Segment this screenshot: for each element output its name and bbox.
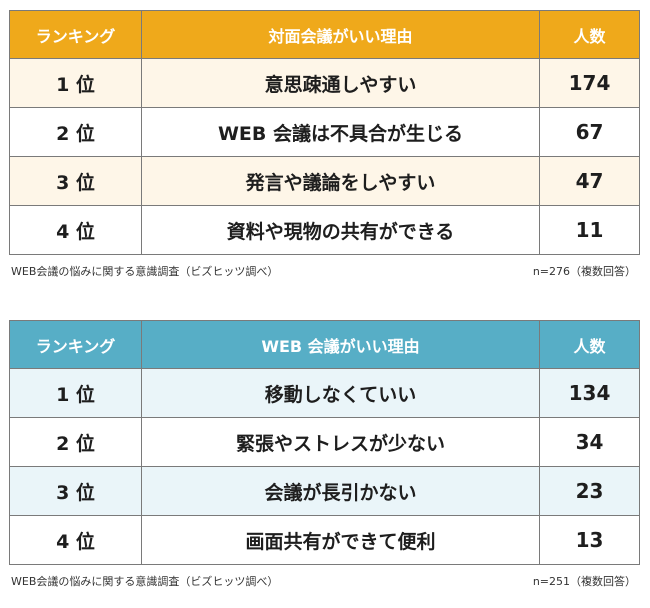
table-row: 2 位 WEB 会議は不具合が生じる 67 [9,107,640,157]
table-header-row: ランキング WEB 会議がいい理由 人数 [9,320,640,369]
table-caption: WEB会議の悩みに関する意識調査（ビズヒッツ調べ） n=276（複数回答） [9,255,639,279]
count-cell: 134 [539,368,640,418]
header-reason: 対面会議がいい理由 [141,10,540,59]
web-meeting-block: ランキング WEB 会議がいい理由 人数 1 位 移動しなくていい 134 2 … [9,320,640,589]
count-cell: 174 [539,58,640,108]
sample-size-note: n=276（複数回答） [532,265,636,278]
reason-cell: 発言や議論をしやすい [141,156,540,206]
table-row: 3 位 会議が長引かない 23 [9,466,640,516]
count-cell: 23 [539,466,640,516]
header-count: 人数 [539,10,640,59]
in-person-meeting-block: ランキング 対面会議がいい理由 人数 1 位 意思疎通しやすい 174 2 位 … [9,10,640,279]
rank-cell: 1 位 [9,368,142,418]
table-header-row: ランキング 対面会議がいい理由 人数 [9,10,640,59]
rank-cell: 1 位 [9,58,142,108]
table-row: 1 位 移動しなくていい 134 [9,368,640,418]
header-ranking: ランキング [9,320,142,369]
rank-cell: 3 位 [9,466,142,516]
header-reason: WEB 会議がいい理由 [141,320,540,369]
reason-cell: 会議が長引かない [141,466,540,516]
table-row: 4 位 画面共有ができて便利 13 [9,515,640,565]
count-cell: 13 [539,515,640,565]
rank-cell: 3 位 [9,156,142,206]
table-caption: WEB会議の悩みに関する意識調査（ビズヒッツ調べ） n=251（複数回答） [9,565,639,589]
header-count: 人数 [539,320,640,369]
reason-cell: 画面共有ができて便利 [141,515,540,565]
rank-cell: 2 位 [9,107,142,157]
survey-source: WEB会議の悩みに関する意識調査（ビズヒッツ調べ） [11,575,279,588]
reason-cell: WEB 会議は不具合が生じる [141,107,540,157]
in-person-meeting-table: ランキング 対面会議がいい理由 人数 1 位 意思疎通しやすい 174 2 位 … [9,10,640,255]
count-cell: 67 [539,107,640,157]
rank-cell: 4 位 [9,205,142,255]
web-meeting-table: ランキング WEB 会議がいい理由 人数 1 位 移動しなくていい 134 2 … [9,320,640,565]
header-ranking: ランキング [9,10,142,59]
reason-cell: 意思疎通しやすい [141,58,540,108]
survey-source: WEB会議の悩みに関する意識調査（ビズヒッツ調べ） [11,265,279,278]
count-cell: 34 [539,417,640,467]
sample-size-note: n=251（複数回答） [532,575,636,588]
rank-cell: 2 位 [9,417,142,467]
table-row: 4 位 資料や現物の共有ができる 11 [9,205,640,255]
reason-cell: 緊張やストレスが少ない [141,417,540,467]
count-cell: 47 [539,156,640,206]
reason-cell: 資料や現物の共有ができる [141,205,540,255]
table-row: 2 位 緊張やストレスが少ない 34 [9,417,640,467]
count-cell: 11 [539,205,640,255]
rank-cell: 4 位 [9,515,142,565]
reason-cell: 移動しなくていい [141,368,540,418]
table-row: 1 位 意思疎通しやすい 174 [9,58,640,108]
table-row: 3 位 発言や議論をしやすい 47 [9,156,640,206]
